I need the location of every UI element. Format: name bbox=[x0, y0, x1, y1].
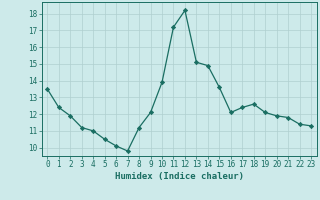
X-axis label: Humidex (Indice chaleur): Humidex (Indice chaleur) bbox=[115, 172, 244, 181]
